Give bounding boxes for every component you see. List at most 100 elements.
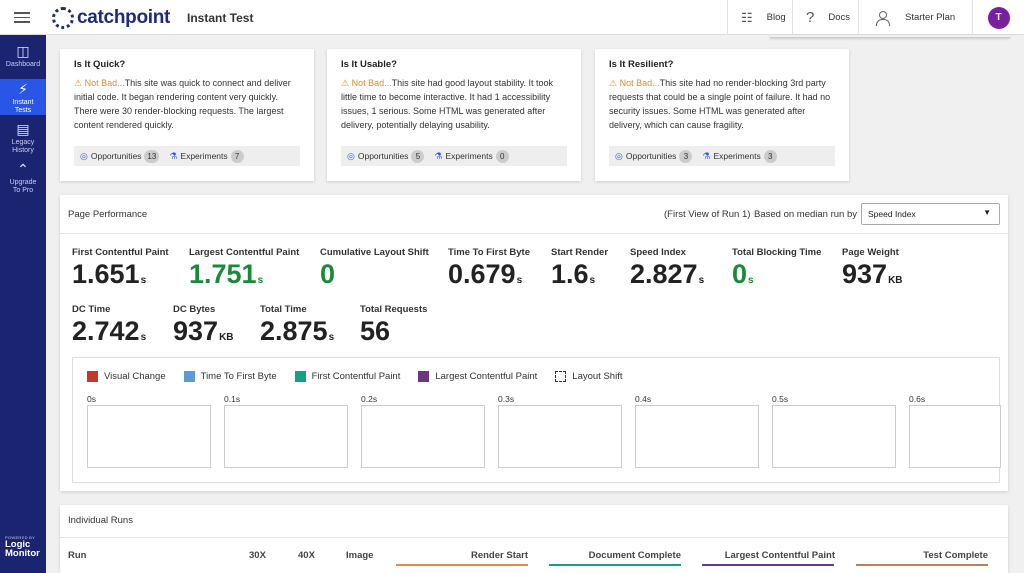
card-is-it-quick: Is It Quick? ⚠ Not Bad...This site was q… (60, 49, 314, 181)
metric-value: 0.679s (448, 259, 523, 289)
filmstrip-frame[interactable] (87, 405, 211, 468)
warning-icon: ⚠ (341, 78, 350, 88)
card-description: ⚠ Not Bad...This site had good layout st… (341, 78, 554, 130)
frame-time-label: 0.2s (361, 394, 378, 404)
hamburger-menu-icon[interactable] (14, 12, 30, 23)
experiments-icon: ⚗ (702, 150, 711, 161)
metric-value: 2.742s (72, 316, 147, 346)
metric-value: 2.827s (630, 259, 705, 289)
opportunities-count: 5 (411, 149, 425, 163)
blog-icon: ☷ (741, 9, 753, 25)
opportunities-count: 3 (679, 149, 693, 163)
avatar: T (987, 6, 1010, 29)
experiments-count: 3 (763, 149, 777, 163)
chevrons-up-icon: ⌃ (17, 161, 29, 177)
metric-label: Total Requests (360, 304, 428, 315)
legend-item: Time To First Byte (183, 371, 277, 382)
metric-value: 1.6s (551, 259, 596, 289)
legend-item: First Contentful Paint (294, 371, 400, 382)
legend-swatch (183, 371, 195, 382)
metric-total-blocking-time: Total Blocking Time 0s (732, 247, 821, 297)
frame-time-label: 0s (87, 394, 96, 404)
sidebar-item-upgrade-to-pro[interactable]: ⌃ Upgrade To Pro (0, 161, 46, 197)
metric-unit: s (257, 275, 264, 286)
metric-value: 1.651s (72, 259, 147, 289)
experiments-icon: ⚗ (169, 150, 178, 161)
filmstrip-frame[interactable] (772, 405, 896, 468)
column-header-40x: 40X (298, 550, 315, 561)
metric-value: 0s (732, 259, 754, 289)
opportunities-icon: ◎ (80, 150, 88, 161)
metric-value: 1.751s (189, 259, 264, 289)
card-is-it-usable: Is It Usable? ⚠ Not Bad...This site had … (327, 49, 581, 181)
filmstrip-frame[interactable] (909, 405, 1001, 468)
filmstrip-frame[interactable] (498, 405, 622, 468)
page-title: Instant Test (187, 11, 254, 25)
top-bar: catchpoint Instant Test ☷ Blog ? Docs St… (0, 0, 1024, 35)
experiments-button[interactable]: ⚗ Experiments 7 (169, 149, 244, 163)
legend-item: Layout Shift (555, 371, 622, 382)
metric-page-weight: Page Weight 937KB (842, 247, 903, 297)
opportunities-button[interactable]: ◎ Opportunities 13 (80, 149, 160, 163)
column-header-largest-contentful-paint: Largest Contentful Paint (724, 550, 835, 561)
test-complete-bar (856, 564, 988, 566)
blog-link[interactable]: ☷ Blog (727, 0, 793, 35)
card-title: Is It Usable? (341, 59, 397, 70)
render-start-bar (396, 564, 528, 566)
card-footer: ◎ Opportunities 3 ⚗ Experiments 3 (609, 146, 835, 166)
card-footer: ◎ Opportunities 5 ⚗ Experiments 0 (341, 146, 567, 166)
sidebar-item-dashboard[interactable]: ◫ Dashboard (0, 43, 46, 71)
legend-item: Largest Contentful Paint (418, 371, 537, 382)
filmstrip-frame[interactable] (224, 405, 348, 468)
metric-value: 2.875s (260, 316, 335, 346)
sidebar-item-instant-tests[interactable]: ⚡︎ Instant Tests (0, 79, 46, 115)
metric-label: Start Render (551, 247, 609, 258)
median-run-label: Based on median run by (754, 209, 857, 220)
opportunities-button[interactable]: ◎ Opportunities 3 (615, 149, 693, 163)
frame-time-label: 0.4s (635, 394, 652, 404)
metric-unit: s (589, 275, 596, 286)
avatar-button[interactable]: T (972, 0, 1024, 35)
plan-link[interactable]: Starter Plan (858, 0, 972, 35)
warning-icon: ⚠ (74, 78, 83, 88)
metric-first-contentful-paint: First Contentful Paint 1.651s (72, 247, 169, 297)
metric-unit: KB (219, 332, 234, 343)
logicmonitor-brand: POWERED BY Logic Monitor (5, 535, 40, 559)
metric-total-time: Total Time 2.875s (260, 304, 334, 354)
legend-swatch (418, 371, 430, 382)
frame-time-label: 0.1s (224, 394, 241, 404)
divider (60, 537, 1008, 538)
filmstrip-frame[interactable] (635, 405, 759, 468)
docs-link[interactable]: ? Docs (792, 0, 858, 35)
card-status: Not Bad... (351, 78, 392, 88)
filmstrip: Visual Change Time To First Byte First C… (72, 357, 1001, 483)
frame-time-label: 0.6s (909, 394, 926, 404)
metric-label: Largest Contentful Paint (189, 247, 300, 258)
column-header-render-start: Render Start (470, 550, 528, 561)
history-list-icon: ▤ (16, 121, 30, 137)
metric-value: 937KB (842, 259, 903, 289)
help-icon: ? (806, 9, 815, 26)
experiments-button[interactable]: ⚗ Experiments 3 (702, 149, 777, 163)
legend-swatch (555, 371, 567, 382)
opportunities-button[interactable]: ◎ Opportunities 5 (347, 149, 425, 163)
sidebar: ◫ Dashboard ⚡︎ Instant Tests ▤ Legacy Hi… (0, 35, 46, 573)
user-icon (875, 10, 890, 26)
sidebar-item-legacy-history[interactable]: ▤ Legacy History (0, 121, 46, 155)
metric-time-to-first-byte: Time To First Byte 0.679s (448, 247, 530, 297)
top-right-tab-edge (770, 35, 1010, 38)
median-metric-select[interactable]: Speed Index ▼ (861, 203, 1000, 225)
column-header-run: Run (68, 550, 87, 561)
metric-total-requests: Total Requests 56 (360, 304, 427, 354)
metric-label: DC Time (72, 304, 111, 315)
column-header-image: Image (346, 550, 374, 561)
divider (60, 233, 1008, 234)
lightning-icon: ⚡︎ (18, 81, 28, 97)
frame-time-label: 0.5s (772, 394, 789, 404)
catchpoint-logo[interactable]: catchpoint (52, 7, 170, 29)
filmstrip-frame[interactable] (361, 405, 485, 468)
run-info: (First View of Run 1) (664, 209, 751, 220)
page-performance-panel: Page Performance (First View of Run 1) B… (60, 195, 1008, 491)
experiments-button[interactable]: ⚗ Experiments 0 (434, 149, 509, 163)
card-title: Is It Quick? (74, 59, 126, 70)
